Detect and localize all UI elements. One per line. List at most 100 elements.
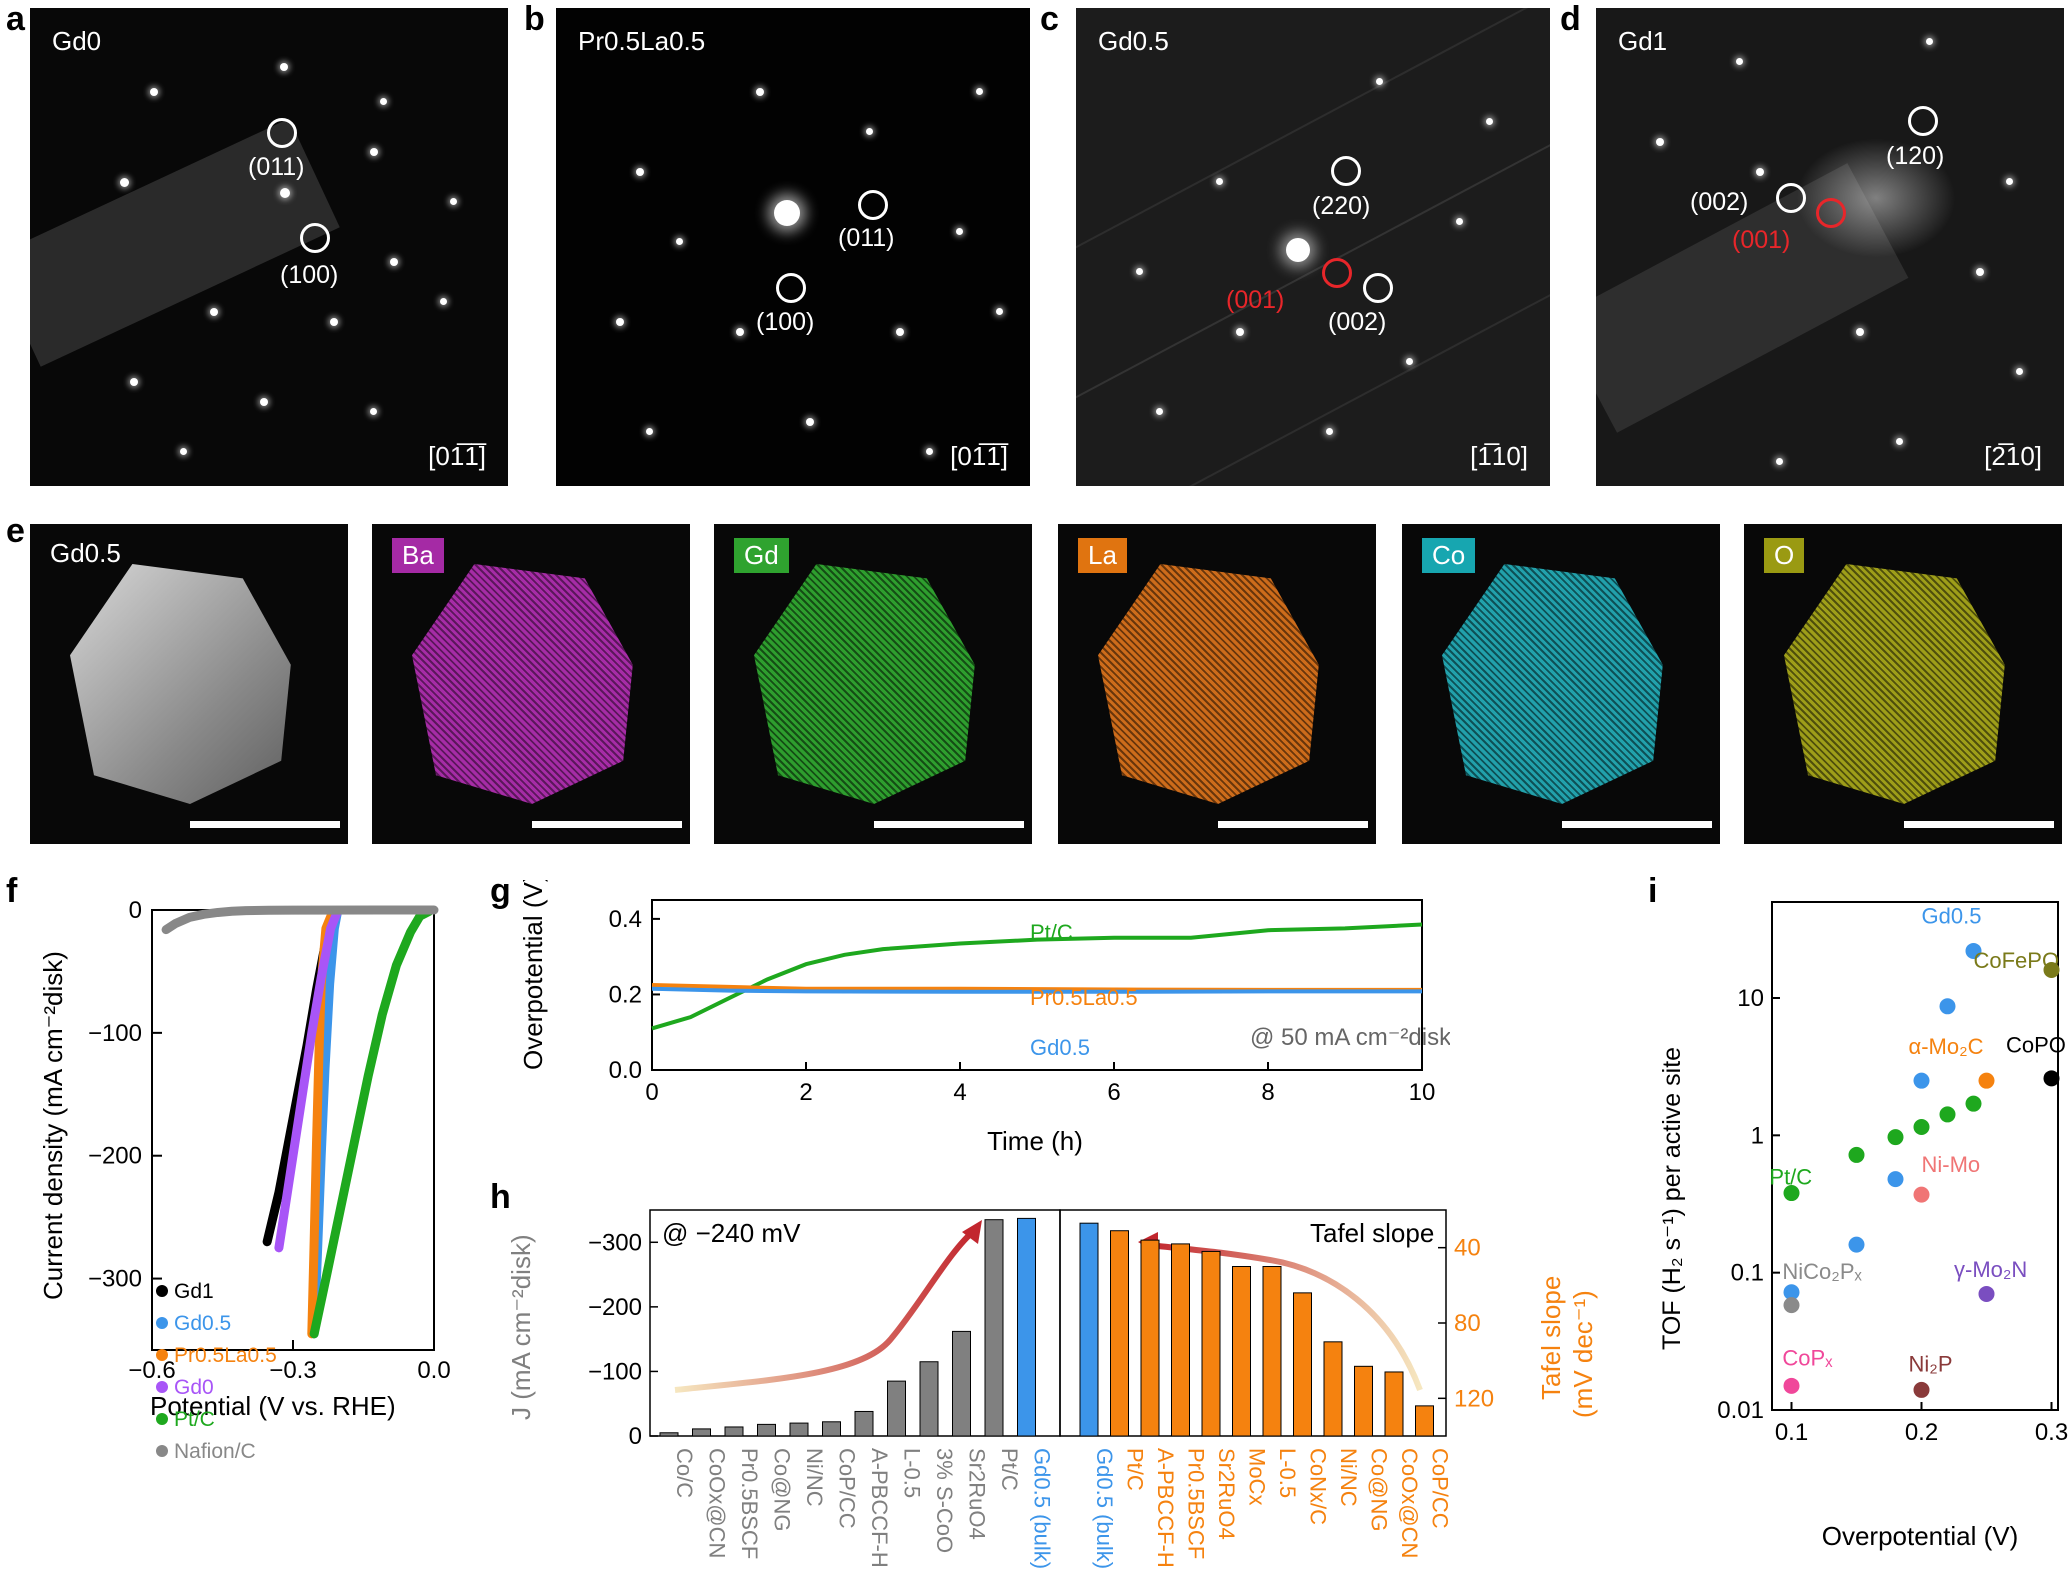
diffraction-spot: [1326, 428, 1333, 435]
x-tick-label: 0.2: [1905, 1419, 1938, 1446]
arrow-head-left: [962, 1220, 982, 1244]
data-point: [1965, 1095, 1982, 1112]
category-label: CoP/CC: [1428, 1448, 1453, 1529]
legend-marker: [156, 1381, 168, 1393]
indexed-spot-ring: [1331, 156, 1361, 186]
x-tick-label: −0.3: [269, 1357, 316, 1384]
legend-label: Gd1: [174, 1280, 214, 1303]
diffraction-spot: [1156, 408, 1163, 415]
zone-axis: [01̅1̅]: [950, 441, 1008, 471]
y-axis-label: TOF (H₂ s⁻¹) per active site: [1658, 1047, 1686, 1350]
x-tick-label: 6: [1107, 1079, 1120, 1106]
point-label: CoPO: [2006, 1033, 2066, 1058]
hkl-label: (002): [1690, 188, 1749, 216]
x-tick-label: 0.1: [1775, 1419, 1808, 1446]
category-label: L-0.5: [1275, 1448, 1300, 1498]
y-tick-label: 0.0: [609, 1057, 642, 1084]
diffraction-spot: [756, 88, 764, 96]
chart-i-tof: 0.1 0.2 0.3 0.01 0.1 1 10 Gd0.5 CoFePO CoPO α-Mo₂…: [1658, 901, 2068, 1551]
hkl-label: (001): [1732, 226, 1791, 254]
element-tag: Ba: [392, 538, 444, 573]
category-label: Ni/NC: [1336, 1448, 1361, 1507]
series-label-ptc: Pt/C: [1030, 920, 1073, 945]
y-tick-label: 1: [1751, 1122, 1764, 1149]
diffraction-spot: [1736, 58, 1743, 65]
point-label: CoPₓ: [1782, 1346, 1833, 1371]
y-tick-label: 80: [1454, 1310, 1481, 1337]
bar-current: [1017, 1217, 1036, 1437]
element-tag: O: [1764, 538, 1805, 573]
bar-current: [919, 1361, 939, 1437]
data-point: [1783, 1284, 1800, 1301]
diffraction-spot: [2016, 368, 2023, 375]
diffraction-spot: [1656, 138, 1664, 146]
x-tick-label: 0.0: [417, 1357, 450, 1384]
point-label: Ni₂P: [1909, 1352, 1953, 1377]
x-tick-label: 0: [645, 1079, 658, 1106]
series-label-gd05: Gd0.5: [1030, 1035, 1090, 1060]
category-label: Co@NG: [770, 1448, 795, 1531]
panel-label-i: i: [1648, 872, 1658, 910]
legend-marker: [156, 1349, 168, 1361]
category-label: Gd0.5 (bulk): [1030, 1448, 1055, 1569]
panel-label-h: h: [490, 1178, 511, 1216]
point-label: CoFePO: [1974, 948, 2060, 973]
legend-marker: [156, 1285, 168, 1297]
hkl-label: (011): [248, 153, 305, 181]
saed-sample-name: Gd0: [52, 26, 102, 56]
y-tick-label: 0: [129, 897, 142, 924]
curve-pr0-5la0-5: [307, 906, 338, 1339]
diffraction-spot: [1776, 458, 1783, 465]
category-label: Pr0.5BSCF: [1184, 1448, 1209, 1559]
y-tick-label: 120: [1454, 1385, 1494, 1412]
diffraction-spot: [280, 63, 288, 71]
bar-current: [659, 1432, 679, 1437]
curve-nafion-c: [161, 905, 439, 935]
indexed-spot-ring: [300, 223, 330, 253]
data-point: [2043, 1070, 2060, 1087]
saed-pattern-prla: (011) (100) Pr0.5La0.5 [01̅1̅]: [556, 8, 1030, 486]
data-point: [1783, 1297, 1800, 1314]
diffraction-spot: [636, 168, 644, 176]
y-tick-label: 40: [1454, 1235, 1481, 1262]
diffraction-spot: [806, 418, 814, 426]
x-axis-label: Overpotential (V): [1822, 1521, 2019, 1551]
legend-label: Gd0: [174, 1376, 214, 1399]
diffraction-spot: [1376, 78, 1383, 85]
bar-tafel: [1323, 1341, 1343, 1437]
data-point: [1887, 1171, 1904, 1188]
x-tick-label: −0.6: [128, 1357, 175, 1384]
panel-label-f: f: [6, 872, 18, 910]
element-distribution: [412, 564, 633, 804]
category-label: Sr2RuO4: [965, 1448, 990, 1540]
bar-tafel: [1232, 1266, 1251, 1437]
y-tick-label: −100: [88, 1020, 142, 1047]
zone-axis: [2̅10]: [1984, 441, 2042, 471]
curve-pt-c: [309, 906, 434, 1339]
bar-current: [789, 1422, 809, 1437]
forbidden-spot-ring: [1322, 258, 1352, 288]
panel-label-d: d: [1560, 0, 1581, 38]
hkl-label: (220): [1312, 192, 1371, 220]
point-label: α-Mo₂C: [1909, 1034, 1984, 1059]
saed-sample-name: Pr0.5La0.5: [578, 26, 706, 56]
category-label: Sr2RuO4: [1214, 1448, 1239, 1540]
left-subtitle: @ −240 mV: [662, 1218, 801, 1248]
plot-frame: [1771, 901, 2059, 1411]
x-tick-label: 0.3: [2035, 1419, 2068, 1446]
panel-label-a: a: [6, 0, 25, 38]
category-label: Ni/NC: [802, 1448, 827, 1507]
element-tag: La: [1078, 538, 1127, 573]
trend-arrow-right: [1149, 1242, 1423, 1392]
indexed-spot-ring: [1908, 106, 1938, 136]
element-tag: Gd: [734, 538, 789, 573]
left-y-axis-label: J (mA cm⁻²disk): [506, 1234, 536, 1420]
y-tick-label: 0.1: [1731, 1260, 1764, 1287]
element-distribution: [1784, 564, 2005, 804]
category-label: CoNx/C: [1306, 1448, 1331, 1525]
trend-arrow-left: [674, 1227, 977, 1393]
y-axis-label: Overpotential (V): [518, 880, 548, 1070]
diffraction-spot: [450, 198, 457, 205]
data-point: [1978, 1285, 1995, 1302]
hkl-label: (100): [756, 308, 815, 336]
